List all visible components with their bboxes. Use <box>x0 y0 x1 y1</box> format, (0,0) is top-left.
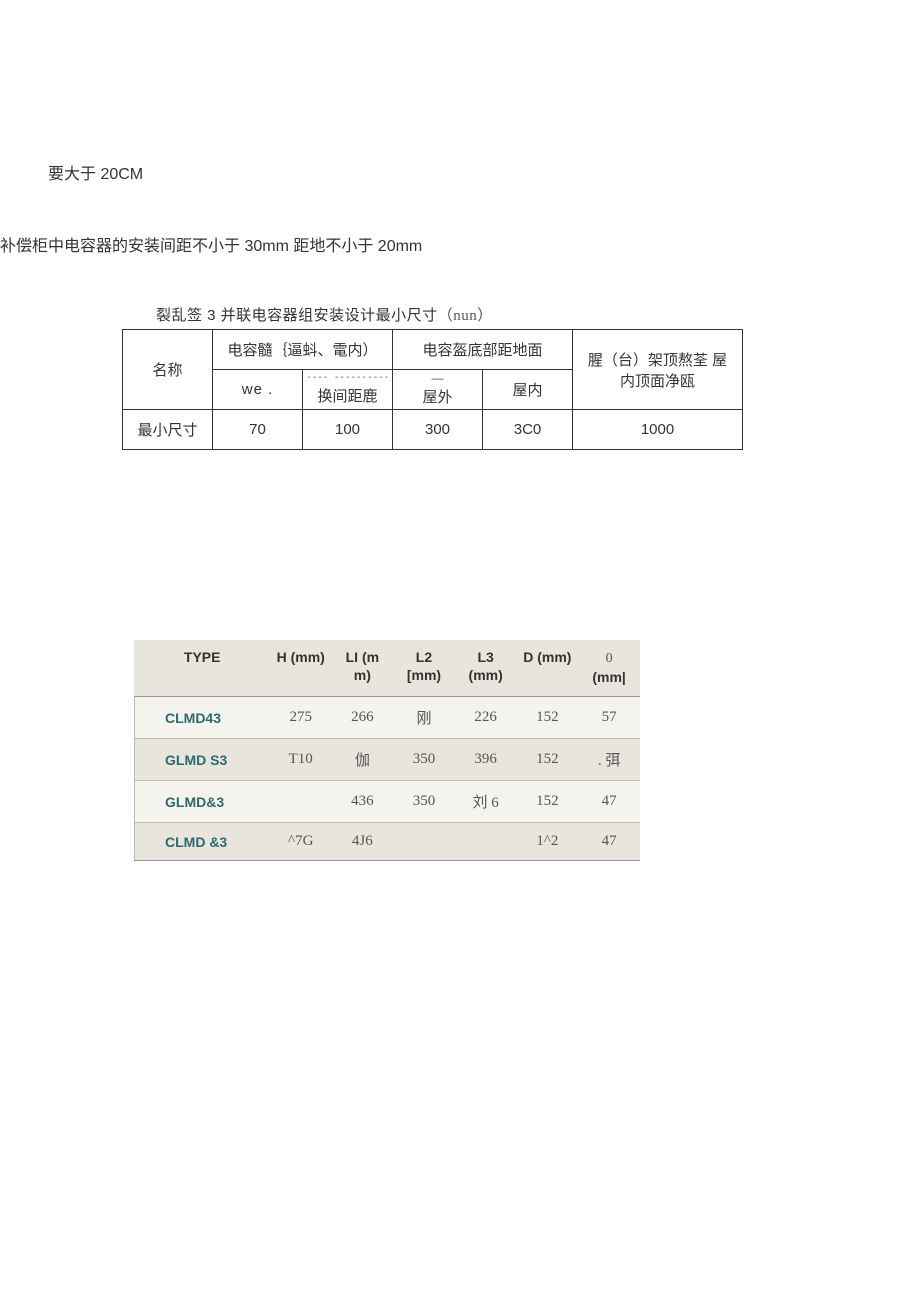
table1-capground-header: 电容盔底部距地面 <box>393 330 573 370</box>
table-row: CLMD &3 ^7G 4J6 1^2 47 <box>135 823 641 861</box>
table1: 名称 电容髓｛逼蚪、電内） 电容盔底部距地面 腥（台）架顶熬荃 屋 内顶面净瓯 … <box>122 329 743 450</box>
table2-r0-h: 275 <box>270 697 332 739</box>
table1-sub-interval-cell: ---- ---------- 换间距鹿 <box>303 370 393 410</box>
text-line-1: 要大于 20CM <box>0 160 920 184</box>
table1-sub-interval: 换间距鹿 <box>303 385 392 406</box>
table-row: CLMD43 275 266 刚 226 152 57 <box>135 697 641 739</box>
table2-r3-type: CLMD &3 <box>135 823 270 861</box>
table2-col-o-top: 0 <box>606 651 613 666</box>
table2-r0-o: 57 <box>578 697 640 739</box>
table2-r0-d: 152 <box>517 697 579 739</box>
table2-r2-h <box>270 781 332 823</box>
table2-col-o-bot: (mm| <box>592 669 625 685</box>
table1-row-v5: 1000 <box>573 410 743 450</box>
table1-name-header: 名称 <box>123 330 213 410</box>
table1-row-v1: 70 <box>213 410 303 450</box>
table2-r2-d: 152 <box>517 781 579 823</box>
table1-sub-outdoor-dash: — <box>393 372 482 384</box>
table2-r1-l2: 350 <box>393 739 455 781</box>
table1-wrapper: 名称 电容髓｛逼蚪、電内） 电容盔底部距地面 腥（台）架顶熬荃 屋 内顶面净瓯 … <box>122 329 900 450</box>
table1-sub-we: we . <box>213 370 303 410</box>
table2-r3-h: ^7G <box>270 823 332 861</box>
table2-r2-l2: 350 <box>393 781 455 823</box>
table2-r3-d: 1^2 <box>517 823 579 861</box>
table2-col-type: TYPE <box>135 640 270 697</box>
table2: TYPE H (mm) LI (m m) L2 [mm) L3 (mm) D (… <box>134 640 640 861</box>
table2-r2-l3: 刘 6 <box>455 781 517 823</box>
table-row: GLMD&3 436 350 刘 6 152 47 <box>135 781 641 823</box>
table1-sub-outdoor: 屋外 <box>393 386 482 407</box>
table2-r1-l3: 396 <box>455 739 517 781</box>
table1-top-line1: 腥（台）架顶熬荃 屋 <box>573 349 742 370</box>
table2-r3-l2 <box>393 823 455 861</box>
table2-r3-l1: 4J6 <box>332 823 394 861</box>
table2-r0-l2: 刚 <box>393 697 455 739</box>
table1-caption: 裂乱签 3 并联电容器组安装设计最小尺寸（nun） <box>156 304 920 325</box>
table1-caption-paren-close: ） <box>477 308 493 324</box>
table1-row-v4: 3C0 <box>483 410 573 450</box>
table2-col-d: D (mm) <box>517 640 579 697</box>
table-row: GLMD S3 T10 伽 350 396 152 . 弭 <box>135 739 641 781</box>
table1-caption-paren-open: （ <box>438 308 454 324</box>
table2-r1-type: GLMD S3 <box>135 739 270 781</box>
table2-r0-l3: 226 <box>455 697 517 739</box>
table2-r2-o: 47 <box>578 781 640 823</box>
table1-capgroup-header: 电容髓｛逼蚪、電内） <box>213 330 393 370</box>
table2-r1-l1: 伽 <box>332 739 394 781</box>
table2-r1-d: 152 <box>517 739 579 781</box>
table1-top-line2: 内顶面净瓯 <box>573 370 742 391</box>
table2-col-l1: LI (m m) <box>332 640 394 697</box>
table1-row-v2: 100 <box>303 410 393 450</box>
table1-caption-unit: nun <box>453 308 477 324</box>
table2-col-l2: L2 [mm) <box>393 640 455 697</box>
table1-sub-dash: ---- ---------- <box>303 373 392 383</box>
text-line-2: 补偿柜中电容器的安装间距不小于 30mm 距地不小于 20mm <box>0 232 920 256</box>
table2-col-h: H (mm) <box>270 640 332 697</box>
table2-r3-o: 47 <box>578 823 640 861</box>
table1-sub-outdoor-cell: — 屋外 <box>393 370 483 410</box>
table2-r3-l3 <box>455 823 517 861</box>
table2-col-l3: L3 (mm) <box>455 640 517 697</box>
table2-col-o: 0 (mm| <box>578 640 640 697</box>
table2-r0-l1: 266 <box>332 697 394 739</box>
table1-row-label: 最小尺寸 <box>123 410 213 450</box>
table2-r0-type: CLMD43 <box>135 697 270 739</box>
table1-caption-text: 裂乱签 3 并联电容器组安装设计最小尺寸 <box>156 307 438 324</box>
table2-r2-type: GLMD&3 <box>135 781 270 823</box>
table2-r1-o: . 弭 <box>578 739 640 781</box>
table1-top-header: 腥（台）架顶熬荃 屋 内顶面净瓯 <box>573 330 743 410</box>
table1-row-v3: 300 <box>393 410 483 450</box>
table2-r1-h: T10 <box>270 739 332 781</box>
table1-sub-indoor: 屋内 <box>483 370 573 410</box>
table2-wrapper: TYPE H (mm) LI (m m) L2 [mm) L3 (mm) D (… <box>134 640 920 861</box>
table2-r2-l1: 436 <box>332 781 394 823</box>
